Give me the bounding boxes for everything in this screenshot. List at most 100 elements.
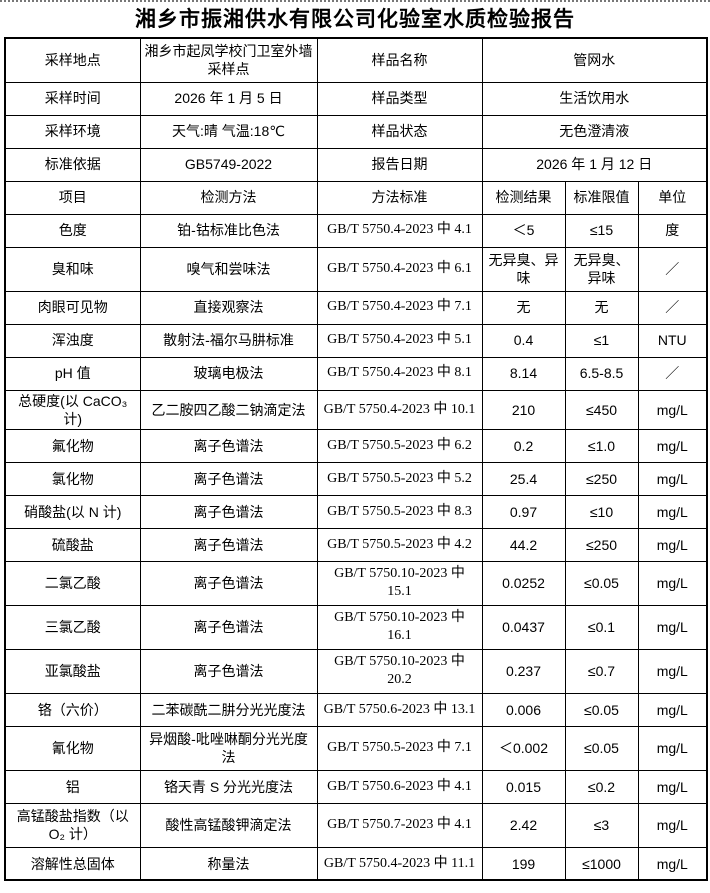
cell-item: 铬（六价） bbox=[4, 692, 141, 727]
cell-method: 离子色谱法 bbox=[139, 527, 318, 562]
cell-result: 无异臭、异味 bbox=[481, 246, 566, 292]
info-value: 无色澄清液 bbox=[481, 114, 708, 149]
cell-unit: mg/L bbox=[637, 725, 708, 771]
cell-standard: GB/T 5750.4-2023 中 11.1 bbox=[316, 846, 483, 881]
cell-unit: NTU bbox=[637, 323, 708, 358]
cell-result: ＜0.002 bbox=[481, 725, 566, 771]
cell-method: 铂-钴标准比色法 bbox=[139, 213, 318, 248]
table-row: 三氯乙酸 离子色谱法 GB/T 5750.10-2023 中 16.1 0.04… bbox=[4, 604, 708, 650]
column-header-method: 检测方法 bbox=[139, 180, 318, 215]
cell-method: 玻璃电极法 bbox=[139, 356, 318, 391]
cell-limit: ≤250 bbox=[564, 461, 639, 496]
cell-limit: ≤1 bbox=[564, 323, 639, 358]
info-label: 样品类型 bbox=[316, 81, 483, 116]
cell-result: 0.0252 bbox=[481, 560, 566, 606]
cell-standard: GB/T 5750.7-2023 中 4.1 bbox=[316, 802, 483, 848]
cell-result: 210 bbox=[481, 389, 566, 430]
table-row: 氟化物 离子色谱法 GB/T 5750.5-2023 中 6.2 0.2 ≤1.… bbox=[4, 428, 708, 463]
cell-standard: GB/T 5750.4-2023 中 8.1 bbox=[316, 356, 483, 391]
cell-result: 0.4 bbox=[481, 323, 566, 358]
cell-item: pH 值 bbox=[4, 356, 141, 391]
cell-item: 硝酸盐(以 N 计) bbox=[4, 494, 141, 529]
info-value: GB5749-2022 bbox=[139, 147, 318, 182]
cell-standard: GB/T 5750.4-2023 中 7.1 bbox=[316, 290, 483, 325]
cell-limit: ≤0.7 bbox=[564, 648, 639, 694]
cell-limit: ≤1000 bbox=[564, 846, 639, 881]
cell-limit: ≤450 bbox=[564, 389, 639, 430]
info-value: 湘乡市起凤学校门卫室外墙采样点 bbox=[139, 37, 318, 83]
cell-limit: 无异臭、异味 bbox=[564, 246, 639, 292]
cell-method: 嗅气和尝味法 bbox=[139, 246, 318, 292]
cell-result: 25.4 bbox=[481, 461, 566, 496]
cell-result: 0.97 bbox=[481, 494, 566, 529]
table-row: 肉眼可见物 直接观察法 GB/T 5750.4-2023 中 7.1 无 无 ／ bbox=[4, 290, 708, 325]
cell-method: 离子色谱法 bbox=[139, 560, 318, 606]
info-value: 2026 年 1 月 5 日 bbox=[139, 81, 318, 116]
info-label: 样品状态 bbox=[316, 114, 483, 149]
info-row-sampling-location: 采样地点 湘乡市起凤学校门卫室外墙采样点 样品名称 管网水 bbox=[4, 37, 708, 83]
column-header-unit: 单位 bbox=[637, 180, 708, 215]
cell-unit: mg/L bbox=[637, 461, 708, 496]
cell-standard: GB/T 5750.5-2023 中 4.2 bbox=[316, 527, 483, 562]
page-top-dotted-border bbox=[0, 0, 710, 2]
cell-result: 0.237 bbox=[481, 648, 566, 694]
water-quality-report-table: 采样地点 湘乡市起凤学校门卫室外墙采样点 样品名称 管网水 采样时间 2026 … bbox=[4, 37, 708, 882]
info-label: 采样地点 bbox=[4, 37, 141, 83]
cell-standard: GB/T 5750.5-2023 中 5.2 bbox=[316, 461, 483, 496]
cell-method: 称量法 bbox=[139, 846, 318, 881]
info-value: 2026 年 1 月 12 日 bbox=[481, 147, 708, 182]
cell-method: 异烟酸-吡唑啉酮分光光度法 bbox=[139, 725, 318, 771]
cell-limit: ≤10 bbox=[564, 494, 639, 529]
cell-method: 铬天青 S 分光光度法 bbox=[139, 769, 318, 804]
cell-method: 直接观察法 bbox=[139, 290, 318, 325]
cell-method: 二苯碳酰二肼分光光度法 bbox=[139, 692, 318, 727]
cell-item: 臭和味 bbox=[4, 246, 141, 292]
column-header-item: 项目 bbox=[4, 180, 141, 215]
cell-standard: GB/T 5750.6-2023 中 13.1 bbox=[316, 692, 483, 727]
info-row-sampling-time: 采样时间 2026 年 1 月 5 日 样品类型 生活饮用水 bbox=[4, 81, 708, 116]
info-row-standard-basis: 标准依据 GB5749-2022 报告日期 2026 年 1 月 12 日 bbox=[4, 147, 708, 182]
cell-limit: ≤0.1 bbox=[564, 604, 639, 650]
cell-result: 44.2 bbox=[481, 527, 566, 562]
table-row: 亚氯酸盐 离子色谱法 GB/T 5750.10-2023 中 20.2 0.23… bbox=[4, 648, 708, 694]
cell-item: 三氯乙酸 bbox=[4, 604, 141, 650]
cell-limit: ≤0.2 bbox=[564, 769, 639, 804]
cell-unit: mg/L bbox=[637, 846, 708, 881]
cell-standard: GB/T 5750.4-2023 中 4.1 bbox=[316, 213, 483, 248]
cell-standard: GB/T 5750.10-2023 中 20.2 bbox=[316, 648, 483, 694]
cell-limit: 无 bbox=[564, 290, 639, 325]
cell-standard: GB/T 5750.5-2023 中 6.2 bbox=[316, 428, 483, 463]
table-row: 硫酸盐 离子色谱法 GB/T 5750.5-2023 中 4.2 44.2 ≤2… bbox=[4, 527, 708, 562]
cell-unit: 度 bbox=[637, 213, 708, 248]
cell-result: 0.006 bbox=[481, 692, 566, 727]
table-row: 硝酸盐(以 N 计) 离子色谱法 GB/T 5750.5-2023 中 8.3 … bbox=[4, 494, 708, 529]
cell-item: 总硬度(以 CaCO₃ 计) bbox=[4, 389, 141, 430]
cell-item: 氟化物 bbox=[4, 428, 141, 463]
cell-method: 离子色谱法 bbox=[139, 461, 318, 496]
cell-unit: mg/L bbox=[637, 604, 708, 650]
info-label: 样品名称 bbox=[316, 37, 483, 83]
cell-standard: GB/T 5750.4-2023 中 6.1 bbox=[316, 246, 483, 292]
table-row: 二氯乙酸 离子色谱法 GB/T 5750.10-2023 中 15.1 0.02… bbox=[4, 560, 708, 606]
cell-standard: GB/T 5750.4-2023 中 5.1 bbox=[316, 323, 483, 358]
cell-limit: ≤250 bbox=[564, 527, 639, 562]
cell-result: 无 bbox=[481, 290, 566, 325]
cell-method: 离子色谱法 bbox=[139, 428, 318, 463]
cell-result: 8.14 bbox=[481, 356, 566, 391]
cell-method: 散射法-福尔马肼标准 bbox=[139, 323, 318, 358]
info-value: 生活饮用水 bbox=[481, 81, 708, 116]
cell-standard: GB/T 5750.5-2023 中 7.1 bbox=[316, 725, 483, 771]
cell-item: 亚氯酸盐 bbox=[4, 648, 141, 694]
cell-unit: mg/L bbox=[637, 389, 708, 430]
cell-standard: GB/T 5750.10-2023 中 16.1 bbox=[316, 604, 483, 650]
cell-result: 2.42 bbox=[481, 802, 566, 848]
cell-method: 离子色谱法 bbox=[139, 648, 318, 694]
table-row: 氯化物 离子色谱法 GB/T 5750.5-2023 中 5.2 25.4 ≤2… bbox=[4, 461, 708, 496]
table-row: 铝 铬天青 S 分光光度法 GB/T 5750.6-2023 中 4.1 0.0… bbox=[4, 769, 708, 804]
cell-item: 氯化物 bbox=[4, 461, 141, 496]
table-row: 铬（六价） 二苯碳酰二肼分光光度法 GB/T 5750.6-2023 中 13.… bbox=[4, 692, 708, 727]
table-row: 高锰酸盐指数（以 O₂ 计） 酸性高锰酸钾滴定法 GB/T 5750.7-202… bbox=[4, 802, 708, 848]
info-value: 管网水 bbox=[481, 37, 708, 83]
cell-unit: mg/L bbox=[637, 494, 708, 529]
cell-standard: GB/T 5750.4-2023 中 10.1 bbox=[316, 389, 483, 430]
